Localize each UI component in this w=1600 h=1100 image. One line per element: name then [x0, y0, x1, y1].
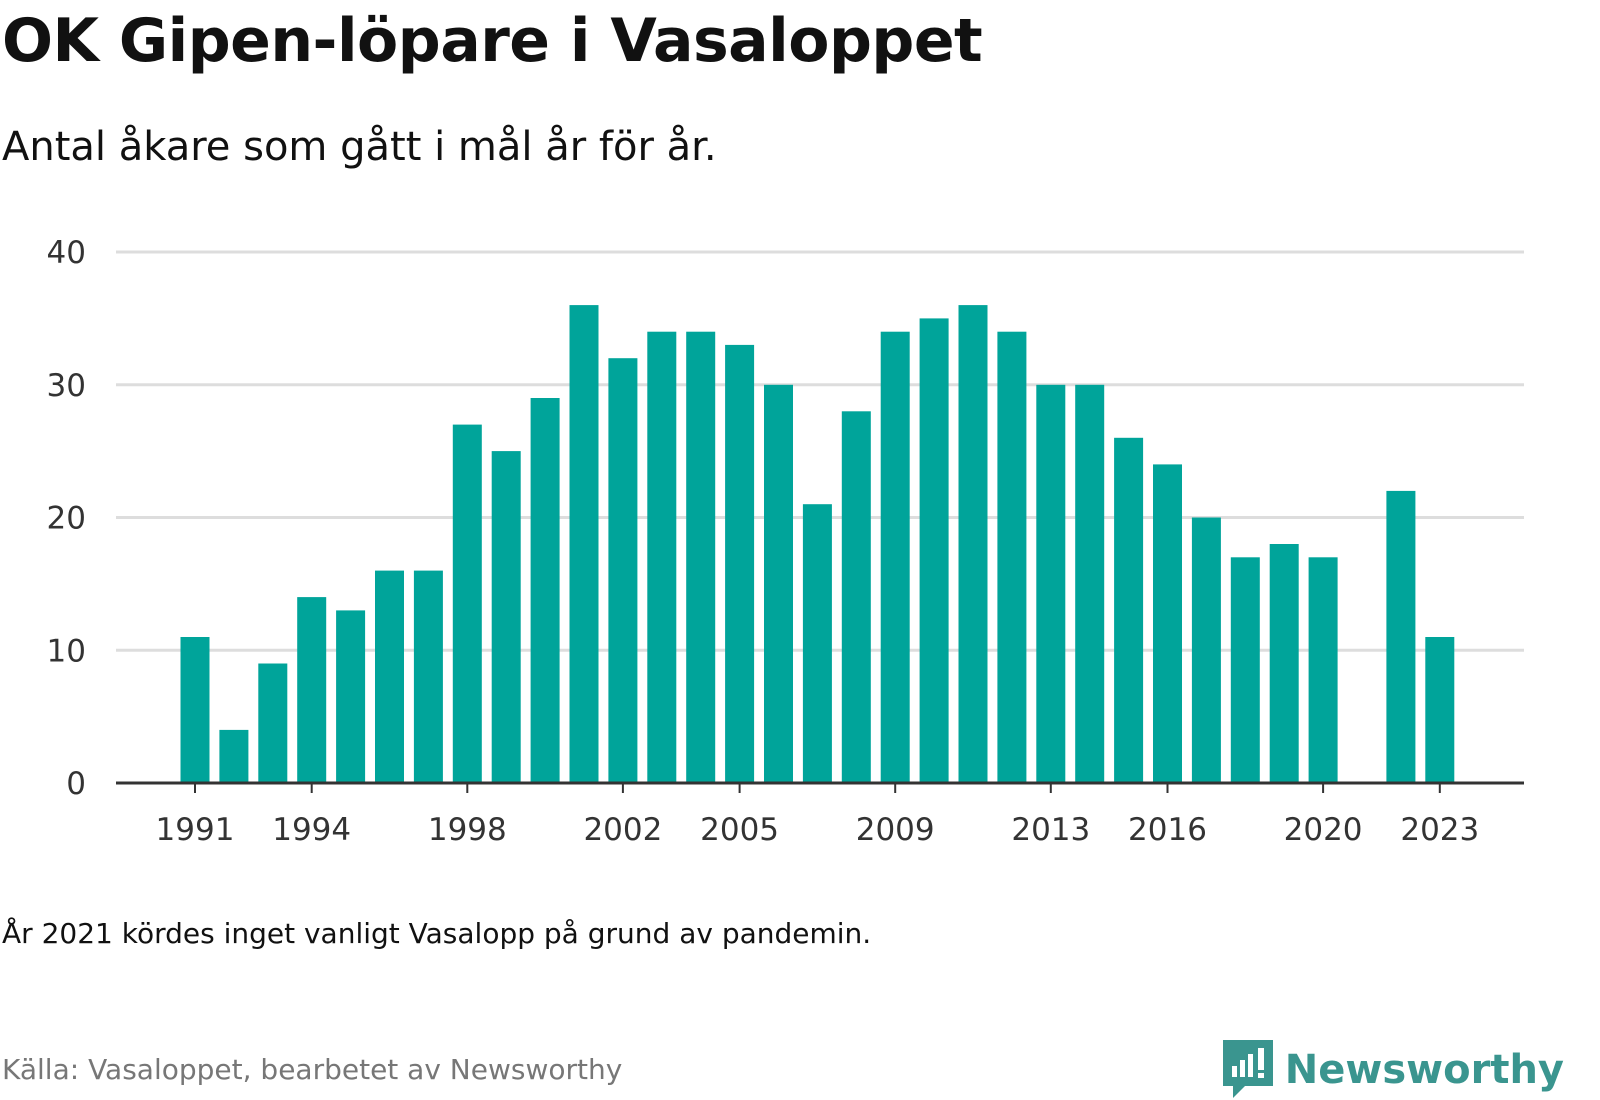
- bar-2013: [1036, 384, 1066, 784]
- y-tick-label-20: 20: [47, 501, 86, 537]
- x-tick-label-2016: 2016: [1128, 812, 1207, 848]
- x-tick-label-2013: 2013: [1011, 812, 1090, 848]
- bar-chart: 0 10 20 30 40 1991 1994 1998 2002 2005 2009 2013 20…: [47, 235, 1524, 848]
- newsworthy-logo-icon: [1222, 1040, 1273, 1098]
- bar-2012: [997, 331, 1027, 783]
- bar-2020: [1308, 557, 1338, 783]
- bar-2007: [802, 504, 832, 783]
- y-tick-label-10: 10: [47, 633, 86, 669]
- bar-2003: [647, 331, 677, 783]
- bar-2008: [841, 411, 871, 783]
- brand-logo: Newsworthy: [1222, 1040, 1564, 1100]
- bar-2014: [1075, 384, 1105, 784]
- bar-2019: [1269, 544, 1299, 783]
- bar-2004: [686, 331, 716, 783]
- bar-2006: [764, 384, 793, 784]
- x-tick-label-2023: 2023: [1400, 812, 1479, 848]
- bar-2018: [1230, 557, 1260, 783]
- x-tick-label-2020: 2020: [1284, 812, 1363, 848]
- bar-2010: [919, 318, 949, 783]
- y-tick-label-30: 30: [47, 368, 86, 404]
- bar-1995: [336, 610, 366, 783]
- x-axis: 1991 1994 1998 2002 2005 2009 2013 2016 2020 2023: [116, 781, 1524, 848]
- bar-2015: [1114, 437, 1144, 783]
- bar-2023: [1425, 637, 1455, 783]
- bar-2001: [569, 305, 599, 783]
- bar-2000: [530, 398, 560, 783]
- bar-2022: [1386, 490, 1416, 783]
- bar-1996: [375, 570, 404, 783]
- chart-title: OK Gipen-löpare i Vasaloppet: [2, 6, 983, 76]
- bar-2016: [1153, 464, 1182, 783]
- bar-1993: [258, 663, 288, 783]
- bar-2017: [1191, 517, 1221, 783]
- x-tick-label-2005: 2005: [700, 812, 779, 848]
- bar-1991: [180, 637, 210, 783]
- x-tick-label-1991: 1991: [156, 812, 235, 848]
- bar-1992: [219, 729, 249, 783]
- y-axis-labels: 0 10 20 30 40: [47, 235, 86, 802]
- bar-1998: [452, 424, 482, 783]
- bar-2005: [725, 344, 755, 783]
- bar-2002: [608, 358, 638, 783]
- bar-1997: [413, 570, 443, 783]
- bars: [180, 305, 1455, 784]
- chart-subtitle: Antal åkare som gått i mål år för år.: [2, 124, 717, 170]
- x-tick-label-1994: 1994: [272, 812, 351, 848]
- bar-2009: [880, 331, 910, 783]
- footnote: År 2021 kördes inget vanligt Vasalopp på…: [2, 917, 872, 950]
- source-credit: Källa: Vasaloppet, bearbetet av Newswort…: [2, 1053, 623, 1086]
- x-tick-label-1998: 1998: [428, 812, 507, 848]
- bar-2011: [958, 305, 988, 783]
- x-tick-label-2002: 2002: [583, 812, 662, 848]
- y-tick-label-40: 40: [47, 235, 86, 271]
- brand-name: Newsworthy: [1284, 1047, 1564, 1093]
- bar-1999: [491, 451, 521, 783]
- y-tick-label-0: 0: [66, 766, 86, 802]
- bar-1994: [297, 597, 327, 783]
- x-tick-label-2009: 2009: [856, 812, 935, 848]
